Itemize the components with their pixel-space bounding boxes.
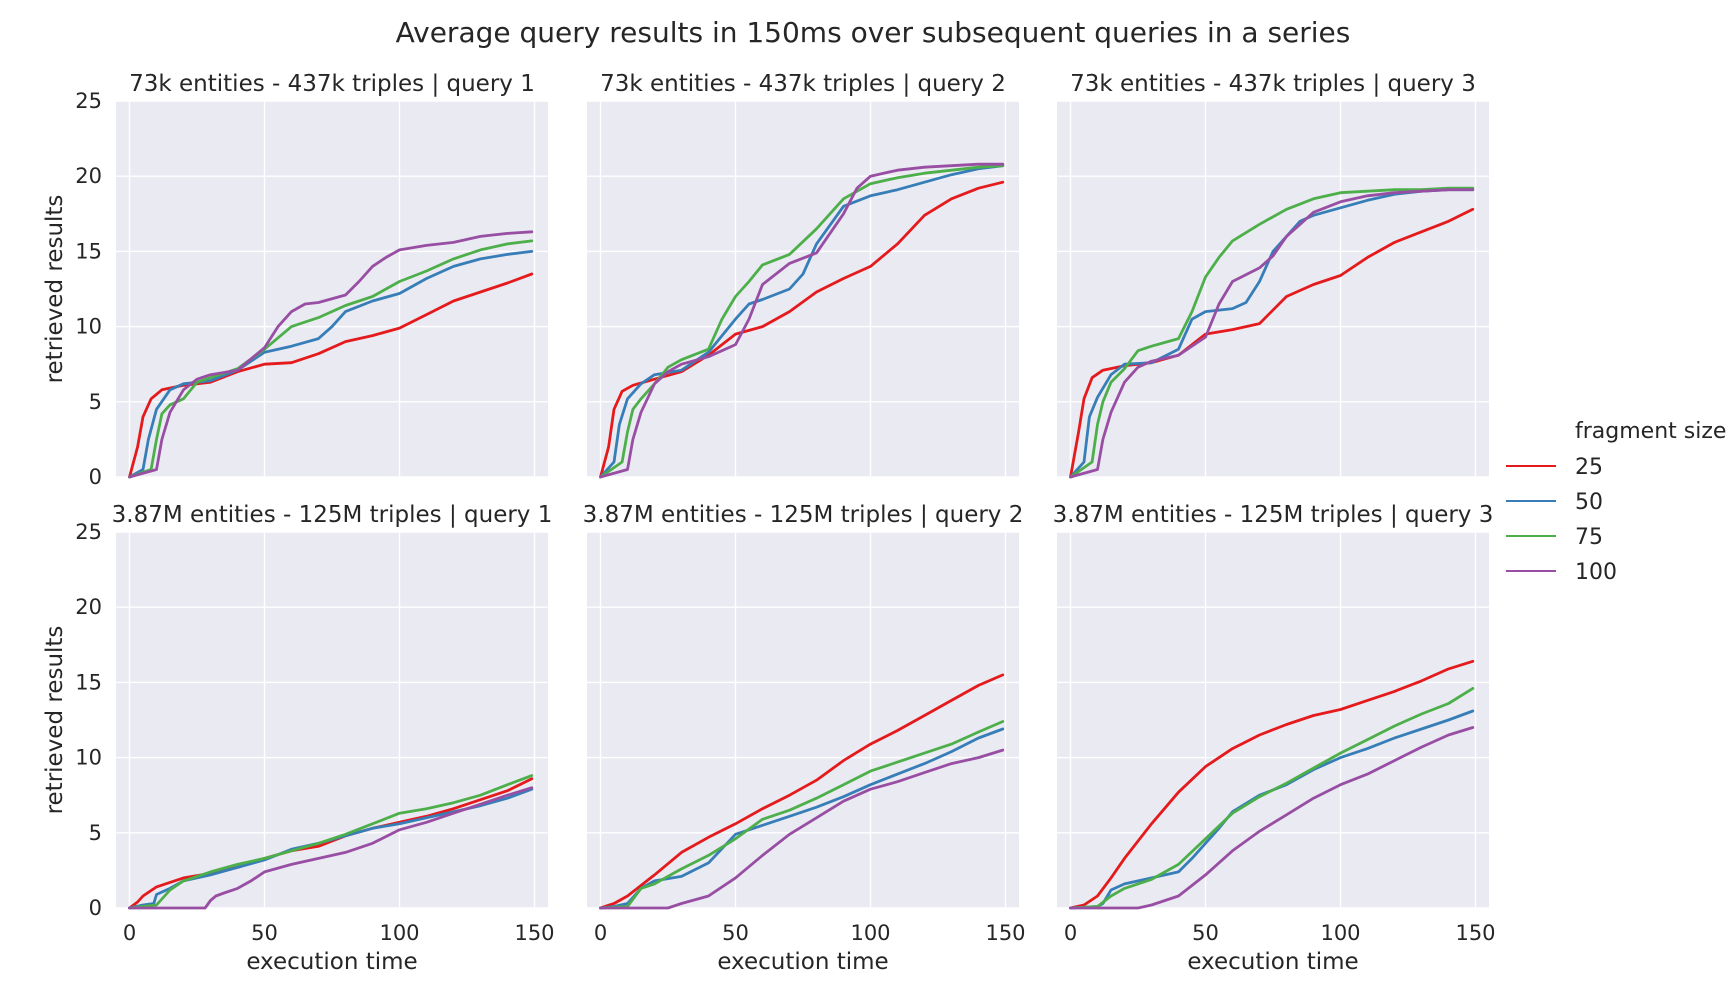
y-tick-label: 15 [75,670,102,694]
series-line-25 [1069,659,1475,910]
x-tick-label: 0 [123,921,136,945]
y-tick-label: 0 [89,465,102,489]
series-line-25 [128,777,534,910]
x-tick-label: 50 [1192,921,1219,945]
panel-2: 73k entities - 437k triples | query 2 [587,71,1019,479]
series-line-25 [128,272,534,479]
y-tick-label: 0 [89,896,102,920]
series-line-100 [128,230,534,479]
panel-6: 3.87M entities - 125M triples | query 3 0… [1053,502,1496,975]
y-axis-label: retrieved results [42,195,68,384]
x-axis-label: execution time [717,949,888,975]
x-tick-label: 50 [722,921,749,945]
series-line-75 [1069,186,1475,479]
x-tick-label: 150 [1455,921,1495,945]
series-line-100 [128,786,534,910]
legend-title: fragment size [1575,419,1726,444]
panel-title: 73k entities - 437k triples | query 3 [1070,71,1476,97]
x-tick-label: 100 [850,921,890,945]
x-tick-label: 50 [251,921,278,945]
series-line-75 [128,774,534,910]
legend-label-75: 75 [1575,525,1603,550]
x-tick-label: 0 [594,921,607,945]
panel-4: 3.87M entities - 125M triples | query 1 0… [42,502,555,975]
panel-1: 73k entities - 437k triples | query 1 0 5 1… [42,71,548,489]
legend-label-25: 25 [1575,455,1603,480]
x-tick-label: 0 [1064,921,1077,945]
y-tick-label: 10 [75,315,102,339]
y-tick-label: 25 [75,520,102,544]
series-line-25 [599,180,1005,479]
series-line-75 [599,164,1005,479]
panel-title: 3.87M entities - 125M triples | query 1 [112,502,553,528]
panel-title: 73k entities - 437k triples | query 1 [129,71,535,97]
figure-title: Average query results in 150ms over subs… [396,16,1351,49]
plot-area [587,532,1019,908]
series-line-50 [599,164,1005,479]
series-line-50 [128,787,534,910]
series-line-75 [128,239,534,479]
x-axis-label: execution time [1187,949,1358,975]
series-line-50 [128,249,534,479]
series-line-75 [1069,687,1475,910]
panel-title: 3.87M entities - 125M triples | query 2 [583,502,1024,528]
x-tick-label: 100 [1320,921,1360,945]
panel-title: 3.87M entities - 125M triples | query 3 [1053,502,1494,528]
x-tick-label: 150 [985,921,1025,945]
series-line-50 [1069,188,1475,479]
x-tick-label: 100 [379,921,419,945]
plot-area [587,101,1019,477]
series-line-25 [1069,207,1475,479]
series-line-25 [599,673,1005,910]
x-tick-label: 150 [514,921,554,945]
panels: 73k entities - 437k triples | query 1 0 5 1… [42,71,1496,975]
y-tick-label: 10 [75,746,102,770]
plot-area [116,532,548,908]
panel-5: 3.87M entities - 125M triples | query 2 0… [583,502,1026,975]
y-tick-label: 25 [75,89,102,113]
x-axis-label: execution time [246,949,417,975]
series-line-100 [1069,188,1475,479]
series-line-75 [599,720,1005,910]
plot-area [1057,101,1489,477]
y-tick-label: 15 [75,239,102,263]
plot-area [116,101,548,477]
series-line-100 [599,748,1005,910]
panel-title: 73k entities - 437k triples | query 2 [600,71,1006,97]
y-tick-label: 5 [89,821,102,845]
panel-3: 73k entities - 437k triples | query 3 [1057,71,1489,479]
legend-label-100: 100 [1575,560,1617,585]
series-line-100 [599,162,1005,479]
y-tick-label: 20 [75,595,102,619]
series-line-100 [1069,726,1475,910]
y-tick-label: 20 [75,164,102,188]
y-axis-label: retrieved results [42,626,68,815]
legend: fragment size 25 50 75 100 [1506,419,1726,585]
y-tick-label: 5 [89,390,102,414]
plot-area [1057,532,1489,908]
legend-label-50: 50 [1575,490,1603,515]
